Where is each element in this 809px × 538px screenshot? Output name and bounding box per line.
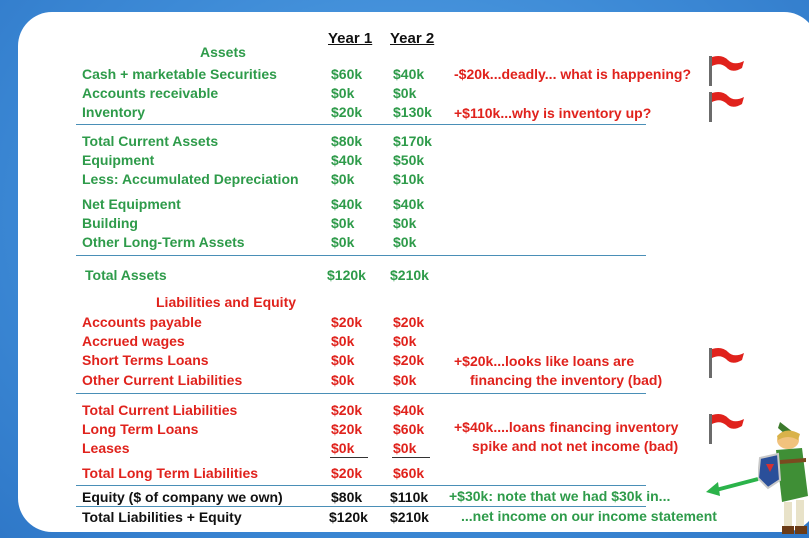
row-label: Other Long-Term Assets: [82, 234, 245, 250]
row-y1: $20k: [331, 402, 363, 418]
red-flag-icon: [709, 92, 744, 122]
underline: [330, 457, 368, 458]
row-y2: $60k: [393, 421, 425, 437]
year1-header: Year 1: [328, 30, 373, 47]
row-label: Leases: [82, 440, 130, 456]
green-arrow-icon: [706, 477, 759, 496]
row-y2: $170k: [393, 133, 432, 149]
row-y1: $60k: [331, 66, 363, 82]
section-assets: Assets: [200, 44, 246, 60]
row-label: Equipment: [82, 152, 155, 168]
row-y1: $0k: [331, 234, 355, 250]
row-y1: $0k: [331, 372, 355, 388]
row-y2: $10k: [393, 171, 425, 187]
row-label: Cash + marketable Securities: [82, 66, 277, 82]
row-y1: $0k: [331, 440, 355, 456]
row-label: Less: Accumulated Depreciation: [82, 171, 299, 187]
row-y1: $120k: [329, 509, 368, 525]
row-y1: $20k: [331, 421, 363, 437]
green-tunic-character-icon: [758, 422, 808, 534]
divider: [76, 255, 646, 256]
row-y2: $110k: [390, 489, 429, 505]
row-y1: $0k: [331, 171, 355, 187]
row-y1: $20k: [331, 465, 363, 481]
underline: [392, 457, 430, 458]
row-y2: $0k: [393, 333, 417, 349]
balance-sheet-panel: [18, 12, 809, 532]
row-y1: $120k: [327, 267, 366, 283]
row-y1: $20k: [331, 104, 363, 120]
row-y1: $0k: [331, 333, 355, 349]
note-ltloans-line2: spike and not net income (bad): [472, 438, 679, 454]
row-y1: $20k: [331, 314, 363, 330]
row-y2: $0k: [393, 372, 417, 388]
row-y2: $0k: [393, 215, 417, 231]
note-inventory: +$110k...why is inventory up?: [454, 105, 652, 121]
row-y2: $0k: [393, 440, 417, 456]
note-equity-line1: +$30k: note that we had $30k in...: [449, 488, 671, 504]
row-y2: $210k: [390, 267, 429, 283]
row-label: Accrued wages: [82, 333, 185, 349]
row-label: Net Equipment: [82, 196, 181, 212]
section-liabilities-equity: Liabilities and Equity: [156, 294, 297, 310]
row-y2: $0k: [393, 85, 417, 101]
red-flag-icon: [709, 56, 744, 86]
row-y2: $40k: [393, 66, 425, 82]
row-label: Total Liabilities + Equity: [82, 509, 242, 525]
row-y2: $0k: [393, 234, 417, 250]
row-y1: $0k: [331, 215, 355, 231]
row-label: Total Current Assets: [82, 133, 219, 149]
row-label: Accounts payable: [82, 314, 202, 330]
note-loans-line2: financing the inventory (bad): [470, 372, 663, 388]
divider: [76, 506, 646, 507]
row-label: Long Term Loans: [82, 421, 199, 437]
row-y1: $40k: [331, 196, 363, 212]
note-ltloans-line1: +$40k....loans financing inventory: [454, 419, 679, 435]
row-y2: $20k: [393, 352, 425, 368]
divider: [76, 485, 646, 486]
year2-header: Year 2: [390, 30, 435, 47]
red-flag-icon: [709, 414, 744, 444]
row-y1: $80k: [331, 133, 363, 149]
divider: [76, 393, 646, 394]
row-label: Building: [82, 215, 138, 231]
row-label: Total Current Liabilities: [82, 402, 238, 418]
row-y2: $40k: [393, 196, 425, 212]
row-label: Short Terms Loans: [82, 352, 209, 368]
red-flag-icon: [709, 348, 744, 378]
row-y2: $210k: [390, 509, 429, 525]
row-label: Accounts receivable: [82, 85, 219, 101]
note-loans-line1: +$20k...looks like loans are: [454, 353, 635, 369]
row-label: Other Current Liabilities: [82, 372, 243, 388]
row-label: Equity ($ of company we own): [82, 489, 283, 505]
row-y2: $130k: [393, 104, 432, 120]
row-label: Inventory: [82, 104, 146, 120]
note-cash: -$20k...deadly... what is happening?: [454, 66, 692, 82]
row-y2: $20k: [393, 314, 425, 330]
row-y1: $0k: [331, 352, 355, 368]
row-y1: $80k: [331, 489, 363, 505]
row-y2: $40k: [393, 402, 425, 418]
divider: [76, 124, 646, 125]
row-y2: $60k: [393, 465, 425, 481]
row-y1: $0k: [331, 85, 355, 101]
row-y1: $40k: [331, 152, 363, 168]
row-label: Total Long Term Liabilities: [82, 465, 259, 481]
row-y2: $50k: [393, 152, 425, 168]
note-equity-line2: ...net income on our income statement: [461, 508, 717, 524]
row-label: Total Assets: [85, 267, 167, 283]
